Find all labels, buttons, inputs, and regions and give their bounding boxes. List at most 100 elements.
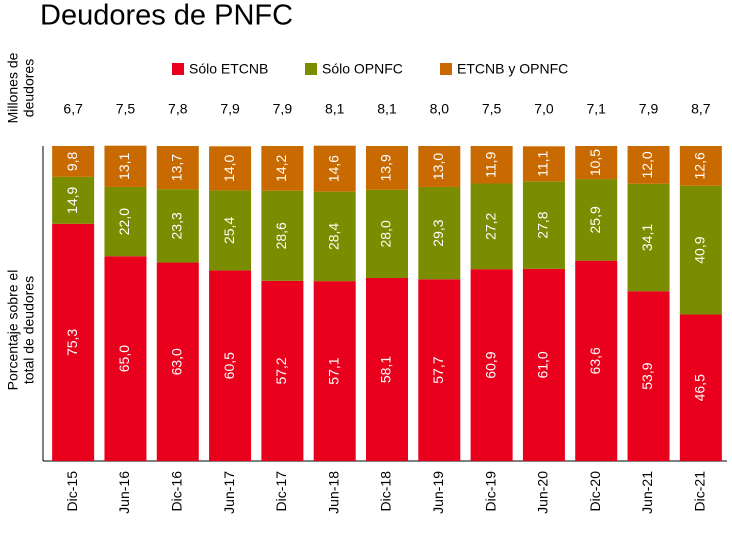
x-tick-label: Jun-17 — [221, 471, 237, 514]
data-label: 63,6 — [587, 347, 603, 374]
data-label: 12,0 — [639, 151, 655, 178]
bar-segment — [679, 146, 722, 186]
bar-segment — [209, 270, 252, 461]
legend-swatch — [305, 63, 317, 75]
data-label: 14,6 — [325, 155, 341, 182]
bar-segment — [104, 145, 147, 187]
data-label: 10,5 — [587, 149, 603, 176]
total-label: 7,0 — [534, 101, 554, 117]
data-label: 40,9 — [692, 236, 708, 263]
data-label: 13,9 — [378, 154, 394, 181]
legend-label: Sólo ETCNB — [189, 61, 268, 77]
bar-segment — [470, 183, 513, 270]
data-label: 11,1 — [535, 150, 551, 176]
bar-segment — [366, 189, 408, 278]
bar-segment — [209, 146, 252, 191]
data-label: 9,8 — [64, 151, 80, 171]
bar-segment — [575, 146, 618, 180]
data-label: 14,0 — [221, 155, 237, 182]
data-label: 27,2 — [482, 212, 498, 239]
data-label: 58,1 — [378, 356, 394, 383]
bar-segment — [104, 256, 147, 461]
x-tick-label: Jun-19 — [430, 471, 446, 514]
x-tick-label: Dic-18 — [378, 471, 394, 512]
bar-segment — [418, 146, 461, 187]
data-label: 13,1 — [116, 152, 132, 179]
y2-axis-label: Millones de — [5, 52, 21, 123]
bar-segment — [261, 146, 304, 191]
x-tick-label: Dic-19 — [482, 471, 498, 512]
y2-axis-label: deudores — [21, 59, 37, 117]
bar-segment — [261, 190, 304, 281]
legend-label: Sólo OPNFC — [322, 61, 403, 77]
x-tick-label: Dic-15 — [64, 471, 80, 512]
bar-segment — [470, 269, 513, 461]
total-label: 6,7 — [63, 101, 83, 117]
total-label: 7,9 — [220, 101, 240, 117]
bar-segment — [575, 179, 618, 261]
data-label: 23,3 — [168, 212, 184, 239]
total-label: 8,0 — [430, 101, 450, 117]
bar-segment — [522, 268, 565, 461]
bar-segment — [627, 183, 670, 292]
bar-segment — [261, 280, 304, 461]
y-axis-label: total de deudores — [21, 276, 37, 384]
total-label: 7,5 — [482, 101, 502, 117]
bar-segment — [313, 145, 356, 192]
total-label: 8,7 — [691, 101, 711, 117]
data-label: 60,9 — [482, 351, 498, 378]
data-label: 63,0 — [168, 348, 184, 375]
total-label: 7,8 — [168, 101, 188, 117]
bar-segment — [575, 260, 618, 461]
data-label: 29,3 — [430, 219, 446, 246]
data-label: 28,0 — [378, 220, 394, 247]
legend-swatch — [172, 63, 184, 75]
data-label: 14,2 — [273, 155, 289, 182]
bar-segment — [52, 223, 95, 461]
x-tick-label: Dic-17 — [273, 471, 289, 512]
bar-segment — [52, 176, 95, 224]
x-tick-label: Jun-16 — [116, 471, 132, 514]
bar-segment — [470, 146, 513, 184]
data-label: 57,1 — [325, 357, 341, 384]
x-tick-label: Dic-16 — [168, 471, 184, 512]
legend-label: ETCNB y OPNFC — [457, 61, 568, 77]
y-axis-label: Porcentaje sobre el — [5, 270, 21, 391]
bar-segment — [522, 181, 565, 269]
bar-segment — [209, 190, 252, 271]
data-label: 28,6 — [273, 222, 289, 249]
total-label: 7,9 — [273, 101, 293, 117]
data-label: 25,4 — [221, 217, 237, 244]
bar-segment — [313, 191, 356, 282]
bar-segment — [366, 277, 408, 461]
data-label: 13,0 — [430, 153, 446, 180]
data-label: 14,9 — [64, 187, 80, 214]
data-label: 65,0 — [116, 345, 132, 372]
bar-segment — [104, 186, 147, 257]
x-tick-label: Jun-18 — [325, 471, 341, 514]
data-label: 61,0 — [535, 351, 551, 378]
bar-segment — [52, 146, 95, 177]
legend-swatch — [440, 63, 452, 75]
data-label: 28,4 — [325, 223, 341, 250]
bar-segment — [313, 281, 356, 461]
bar-segment — [156, 146, 199, 190]
bar-segment — [156, 262, 199, 461]
bar-segment — [418, 279, 461, 461]
x-tick-label: Dic-20 — [587, 471, 603, 512]
data-label: 25,9 — [587, 206, 603, 233]
data-label: 27,8 — [535, 211, 551, 238]
data-label: 13,7 — [168, 154, 184, 181]
x-tick-label: Jun-21 — [639, 471, 655, 514]
total-label: 7,9 — [639, 101, 659, 117]
bar-segment — [627, 291, 670, 461]
bar-segment — [418, 186, 461, 280]
total-label: 8,1 — [325, 101, 345, 117]
total-label: 7,5 — [116, 101, 136, 117]
chart-title: Deudores de PNFC — [40, 0, 293, 32]
bar-segment — [366, 146, 408, 190]
data-label: 57,2 — [273, 357, 289, 384]
data-label: 12,6 — [692, 152, 708, 179]
data-label: 34,1 — [639, 224, 655, 251]
